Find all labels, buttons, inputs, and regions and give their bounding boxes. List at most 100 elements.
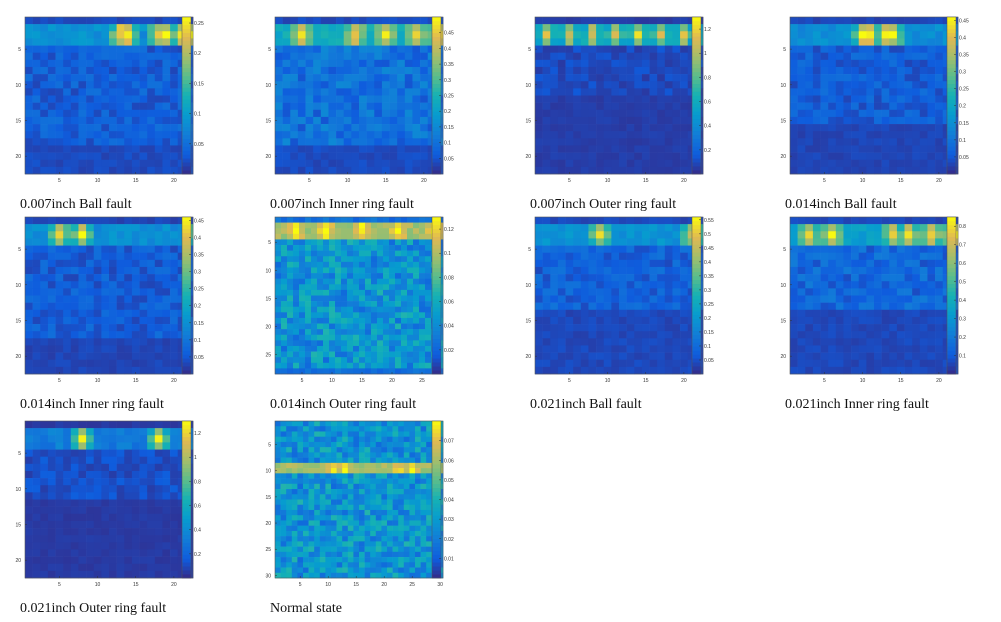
- heatmap-cell: [897, 160, 905, 167]
- heatmap-cell: [367, 131, 375, 138]
- heatmap-cell: [412, 131, 420, 138]
- colorbar-tick-label: 0.4: [959, 35, 966, 41]
- heatmap-cell: [78, 117, 86, 124]
- heatmap-cell: [889, 288, 897, 295]
- colorbar-segment: [182, 170, 191, 174]
- heatmap-cell: [672, 281, 680, 288]
- heatmap-cell: [912, 317, 920, 324]
- heatmap-cell: [313, 38, 321, 45]
- heatmap-cell: [550, 246, 558, 253]
- colorbar-segment: [947, 162, 956, 166]
- heatmap-cell: [550, 274, 558, 281]
- heatmap-cell: [305, 312, 311, 318]
- heatmap-cell: [889, 303, 897, 310]
- heatmap-cell: [78, 310, 86, 317]
- heatmap-cell: [535, 88, 543, 95]
- colorbar-tick-label: 0.15: [959, 121, 969, 127]
- heatmap-cell: [48, 167, 56, 174]
- heatmap-cell: [170, 74, 178, 81]
- heatmap-cell: [275, 67, 283, 74]
- heatmap-cell: [874, 60, 882, 67]
- heatmap-cell: [390, 81, 398, 88]
- heatmap-cell: [40, 131, 48, 138]
- heatmap-cell: [882, 274, 890, 281]
- heatmap-cell: [63, 17, 71, 24]
- heatmap-cell: [155, 435, 163, 442]
- heatmap-cell: [25, 442, 33, 449]
- heatmap-cell: [828, 138, 836, 145]
- heatmap-cell: [672, 117, 680, 124]
- heatmap-cell: [33, 103, 41, 110]
- heatmap-cell: [275, 88, 283, 95]
- heatmap-cell: [147, 317, 155, 324]
- heatmap-cell: [109, 267, 117, 274]
- heatmap-cell: [905, 303, 913, 310]
- heatmap-cell: [420, 124, 428, 131]
- heatmap-cell: [281, 340, 287, 346]
- heatmap-cell: [48, 17, 56, 24]
- heatmap-cell: [680, 288, 688, 295]
- heatmap-cell: [905, 67, 913, 74]
- heatmap-cell: [389, 335, 395, 341]
- heatmap-cell: [347, 290, 353, 296]
- heatmap-cell: [680, 224, 688, 231]
- heatmap-cell: [63, 103, 71, 110]
- heatmap-cell: [56, 88, 64, 95]
- heatmap-cell: [293, 239, 299, 245]
- heatmap-cell: [313, 96, 321, 103]
- heatmap-cell: [335, 228, 341, 234]
- heatmap-cell: [836, 74, 844, 81]
- heatmap-cell: [581, 153, 589, 160]
- heatmap-cell: [611, 117, 619, 124]
- heatmap-cell: [535, 103, 543, 110]
- heatmap-cell: [927, 338, 935, 345]
- colorbar-segment: [692, 56, 701, 60]
- heatmap-cell: [642, 338, 650, 345]
- heatmap-cell: [170, 471, 178, 478]
- heatmap-cell: [619, 96, 627, 103]
- heatmap-cell: [377, 217, 383, 223]
- heatmap-cell: [665, 138, 673, 145]
- heatmap-cell: [109, 246, 117, 253]
- heatmap-cell: [680, 310, 688, 317]
- heatmap-cell: [341, 307, 347, 313]
- heatmap-cell: [634, 110, 642, 117]
- heatmap-cell: [336, 124, 344, 131]
- heatmap-cell: [275, 60, 283, 67]
- heatmap-cell: [374, 17, 382, 24]
- heatmap-cell: [109, 296, 117, 303]
- heatmap-cell: [889, 124, 897, 131]
- heatmap-cell: [619, 253, 627, 260]
- heatmap-cell: [124, 288, 132, 295]
- heatmap-cell: [558, 88, 566, 95]
- y-tick-label: 15: [15, 118, 21, 124]
- heatmap-cell: [132, 310, 140, 317]
- heatmap-cell: [132, 103, 140, 110]
- heatmap-cell: [359, 301, 365, 307]
- heatmap-cell: [293, 296, 299, 302]
- colorbar-segment: [182, 292, 191, 296]
- heatmap-cell: [407, 324, 413, 330]
- colorbar-tick-label: 0.3: [959, 317, 966, 323]
- heatmap-cell: [341, 312, 347, 318]
- heatmap-cell: [920, 288, 928, 295]
- heatmap-cell: [627, 260, 635, 267]
- heatmap-cell: [329, 346, 335, 352]
- heatmap-cell: [56, 138, 64, 145]
- heatmap-cell: [927, 110, 935, 117]
- heatmap-cell: [147, 53, 155, 60]
- heatmap-cell: [859, 124, 867, 131]
- heatmap-cell: [341, 301, 347, 307]
- heatmap-cell: [109, 457, 117, 464]
- heatmap-cell: [344, 74, 352, 81]
- heatmap-cell: [920, 24, 928, 31]
- heatmap-cell: [147, 246, 155, 253]
- heatmap-cell: [94, 217, 102, 224]
- heatmap-cell: [305, 324, 311, 330]
- heatmap-cell: [377, 223, 383, 229]
- heatmap-cell: [543, 53, 551, 60]
- heatmap-cell: [905, 338, 913, 345]
- heatmap-cell: [170, 231, 178, 238]
- heatmap-cell: [805, 117, 813, 124]
- heatmap-cell: [920, 338, 928, 345]
